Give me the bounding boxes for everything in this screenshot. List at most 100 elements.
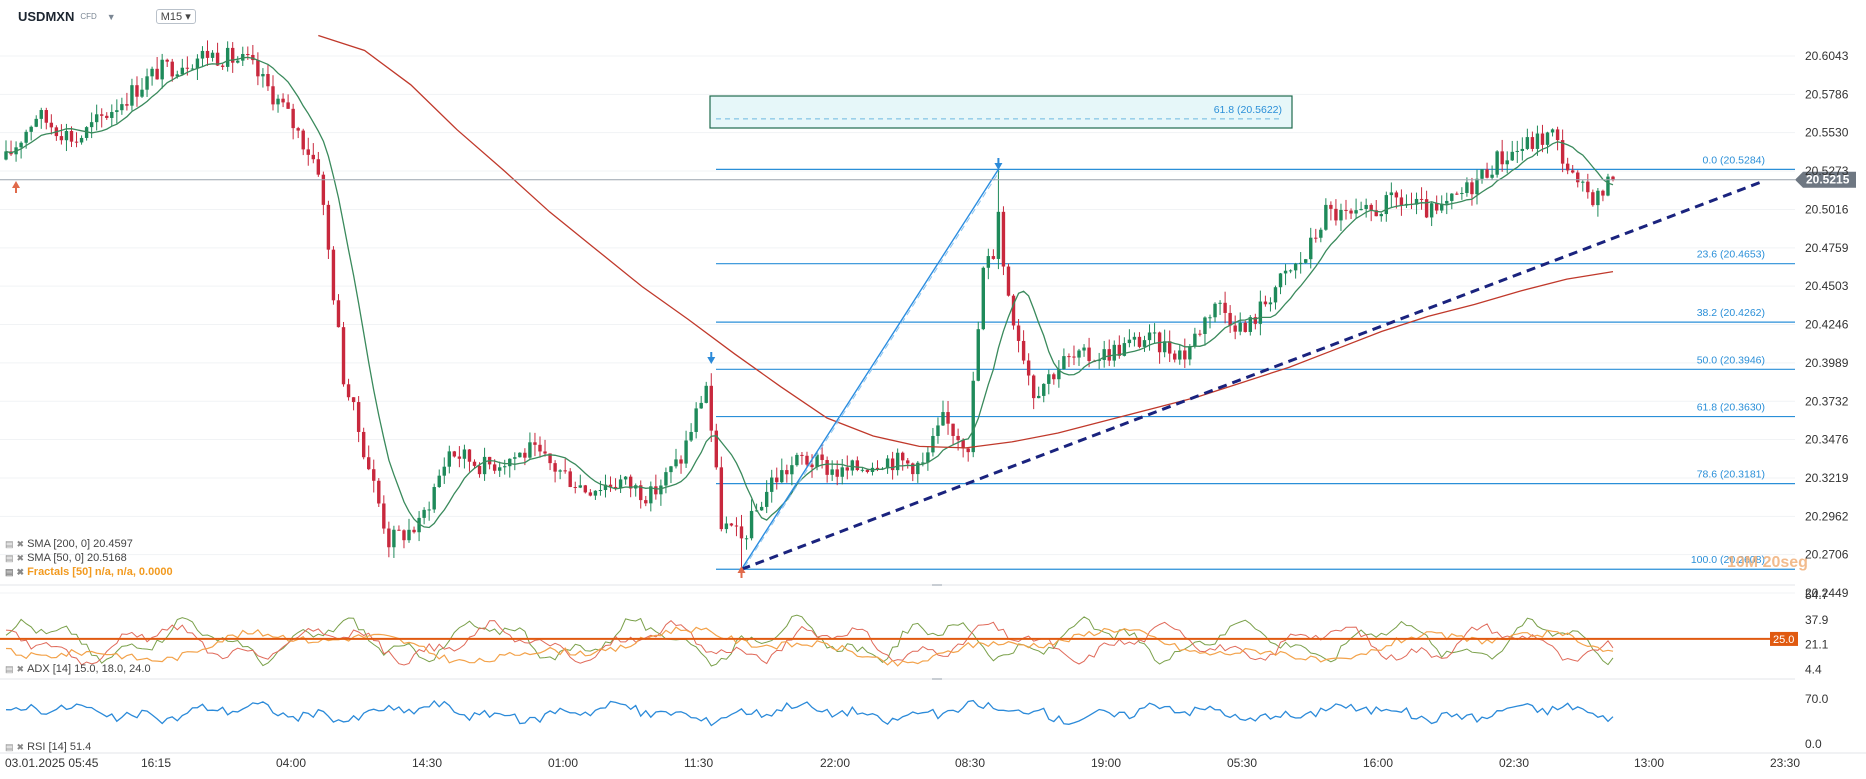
chart-header: USDMXN CFD ▼ M15 ▾ (18, 9, 196, 24)
candle-body (1167, 341, 1172, 354)
settings-icon[interactable]: ▤ (5, 552, 14, 563)
settings-icon[interactable]: ▤ (5, 566, 14, 577)
settings-icon[interactable]: ▤ (5, 663, 14, 674)
candle-body (125, 104, 129, 106)
candle-body (462, 449, 467, 459)
candle-body (623, 476, 628, 480)
candle-body (1162, 341, 1167, 353)
candle-body (785, 470, 789, 475)
candle-body (281, 98, 285, 103)
candle-body (1424, 199, 1429, 218)
candle-body (618, 479, 623, 489)
candle-body (1349, 210, 1353, 214)
adx-tick-label: 4.4 (1805, 662, 1822, 676)
candle-body (991, 256, 996, 259)
candle-body (1535, 133, 1540, 149)
candle-body (276, 98, 280, 105)
candle-body (407, 529, 411, 541)
candle-body (759, 506, 764, 511)
indicator-adx: ▤ ✖ ADX [14] 15.0, 18.0, 24.0 (5, 663, 151, 675)
panel-resize-handle (932, 584, 942, 586)
fib-level-label: 78.6 (20.3181) (1697, 469, 1765, 481)
candle-body (100, 114, 104, 116)
time-tick-label: 11:30 (684, 756, 713, 770)
symbol-dropdown-icon[interactable]: ▼ (106, 11, 116, 22)
settings-icon[interactable]: ▤ (5, 538, 14, 549)
candle-body (1374, 210, 1378, 217)
candle-body (1369, 204, 1373, 211)
candle-body (1576, 172, 1580, 183)
candle-body (906, 460, 910, 464)
candle-body (1026, 360, 1031, 376)
price-tick-label: 20.3989 (1805, 356, 1849, 370)
candle-body (1414, 198, 1419, 205)
candle-body (1288, 270, 1293, 272)
indicator-adx-label: ADX [14] 15.0, 18.0, 24.0 (27, 663, 151, 675)
candle-body (351, 397, 356, 403)
adx-panel: 54.7 37.9 21.1 4.4 25.0 (0, 584, 1829, 676)
main-grid (0, 55, 1795, 594)
timeframe-select[interactable]: M15 ▾ (155, 9, 196, 24)
candle-body (89, 122, 94, 128)
candle-body (533, 442, 537, 445)
candle-body (1198, 333, 1202, 335)
candle-body (387, 528, 391, 548)
price-tick-label: 20.4503 (1805, 279, 1849, 293)
candle-body (79, 137, 84, 143)
time-tick-label: 05:30 (1227, 756, 1257, 770)
candle-body (674, 459, 678, 467)
candle-body (573, 487, 577, 489)
candle-body (427, 509, 431, 511)
candle-body (447, 451, 452, 467)
symbol-name[interactable]: USDMXN (18, 9, 75, 24)
candle-body (815, 454, 819, 468)
candle-body (598, 490, 603, 492)
candle-body (568, 471, 572, 488)
candle-body (1550, 129, 1555, 133)
candle-body (1445, 200, 1449, 204)
time-tick-label: 14:30 (412, 756, 442, 770)
adx-level-label: 25.0 (1773, 634, 1794, 646)
candle-body (764, 491, 769, 507)
candle-body (543, 451, 547, 454)
close-icon[interactable]: ✖ (16, 538, 25, 549)
candle-body (805, 455, 809, 465)
candle-body (110, 112, 114, 118)
candle-body (1470, 182, 1474, 195)
price-tick-label: 20.5786 (1805, 87, 1849, 101)
candle-body (689, 431, 693, 441)
candle-body (890, 458, 895, 471)
fractal-down (707, 352, 716, 364)
fib-extension-box: 61.8 (20.5622) (709, 95, 1293, 129)
candle-body (1248, 317, 1252, 332)
candle-body (230, 47, 235, 63)
close-icon[interactable]: ✖ (16, 663, 25, 674)
candle-body (1253, 317, 1258, 324)
candle-body (810, 464, 814, 468)
price-tick-label: 20.5273 (1805, 164, 1849, 178)
candle-body (1107, 349, 1111, 361)
close-icon[interactable]: ✖ (16, 552, 25, 563)
candle-body (1233, 325, 1237, 332)
candle-body (795, 454, 799, 466)
candle-body (1273, 287, 1278, 303)
candle-body (1283, 270, 1288, 274)
price-tick-label: 20.3732 (1805, 394, 1849, 408)
settings-icon[interactable]: ▤ (5, 741, 14, 752)
candle-body (1152, 332, 1157, 334)
candle-body (215, 52, 220, 66)
candle-body (321, 174, 326, 205)
candle-body (1137, 336, 1142, 347)
candle-body (1450, 193, 1454, 201)
candle-body (911, 463, 915, 475)
close-icon[interactable]: ✖ (16, 741, 25, 752)
candle-body (1142, 340, 1147, 347)
candle-body (1560, 140, 1565, 164)
candle-body (115, 110, 119, 113)
trendline (740, 180, 1763, 571)
fractal-up-icon (737, 566, 746, 578)
candle-body (1062, 356, 1066, 370)
close-icon[interactable]: ✖ (16, 566, 25, 577)
candle-body (714, 430, 719, 468)
